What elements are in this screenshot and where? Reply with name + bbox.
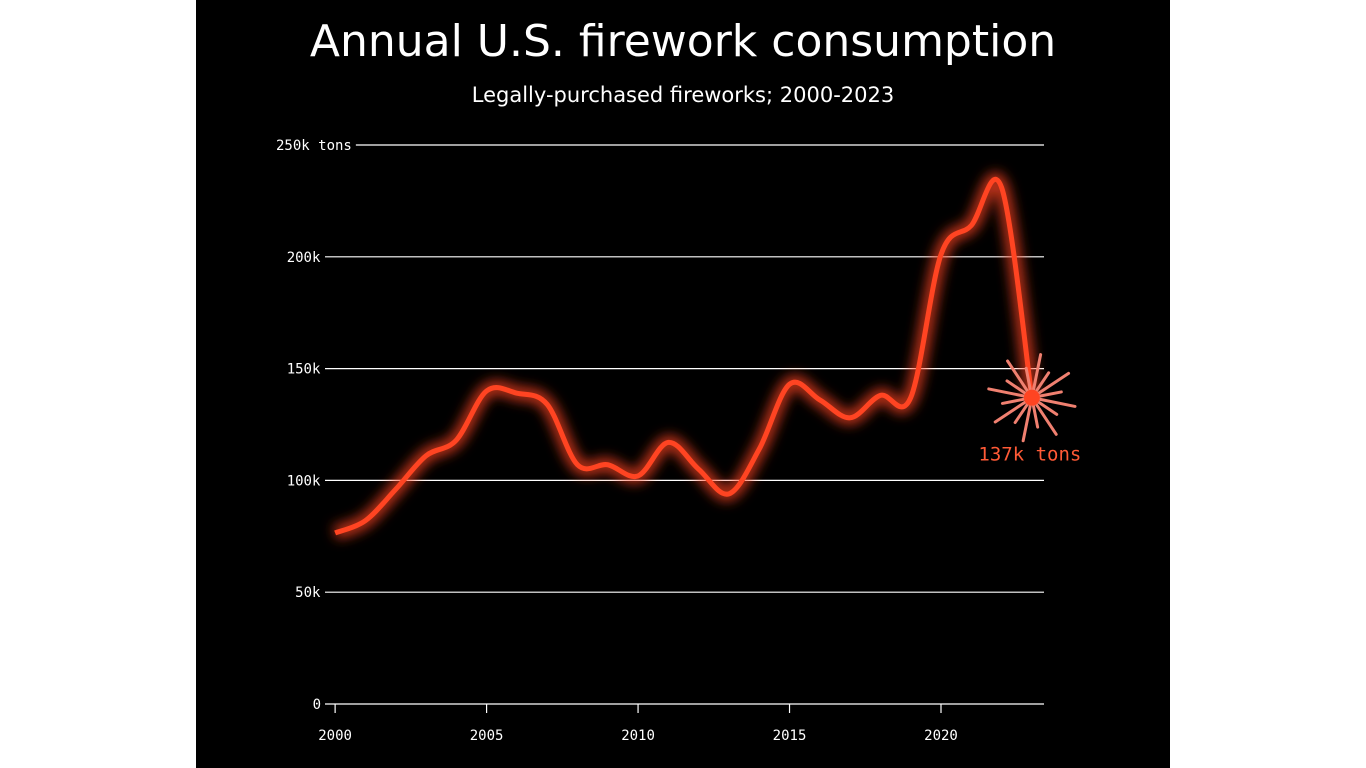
x-tick-label: 2015 — [773, 728, 807, 744]
burst-ray — [1013, 402, 1029, 425]
burst-ray — [1031, 404, 1040, 429]
burst-ray — [1038, 390, 1063, 398]
burst-ray — [987, 387, 1026, 398]
y-tick-label: 0 — [313, 697, 321, 713]
x-tick-label: 2010 — [621, 728, 655, 744]
burst-ray — [1024, 366, 1032, 392]
burst-ray — [1000, 397, 1026, 405]
x-tick-label: 2005 — [470, 728, 504, 744]
x-tick-label: 2020 — [924, 728, 958, 744]
burst-ray — [1037, 400, 1059, 416]
y-tick-label: 250k tons — [276, 138, 352, 154]
y-tick-label: 100k — [287, 473, 321, 489]
data-label: 137k tons — [978, 444, 1081, 466]
burst-ray — [1031, 353, 1043, 392]
y-tick-label: 150k — [287, 362, 321, 378]
burst-ray — [1037, 371, 1071, 395]
burst-ray — [1038, 397, 1077, 408]
starburst — [987, 353, 1077, 443]
line — [334, 176, 1035, 536]
y-tick-label: 50k — [295, 585, 321, 601]
burst-ray — [1021, 404, 1032, 443]
burst-ray — [1034, 371, 1051, 393]
burst-ray — [1006, 359, 1029, 393]
chart-title: Annual U.S. firework consumption — [310, 16, 1056, 67]
chart-subtitle: Legally-purchased fireworks; 2000-2023 — [472, 83, 894, 107]
x-tick-label: 2000 — [318, 728, 352, 744]
y-tick-label: 200k — [287, 250, 321, 266]
chart-panel — [196, 0, 1170, 768]
burst-ray — [1034, 402, 1058, 436]
burst-ray — [1005, 379, 1027, 395]
point — [1023, 389, 1040, 406]
burst-ray — [993, 400, 1027, 424]
